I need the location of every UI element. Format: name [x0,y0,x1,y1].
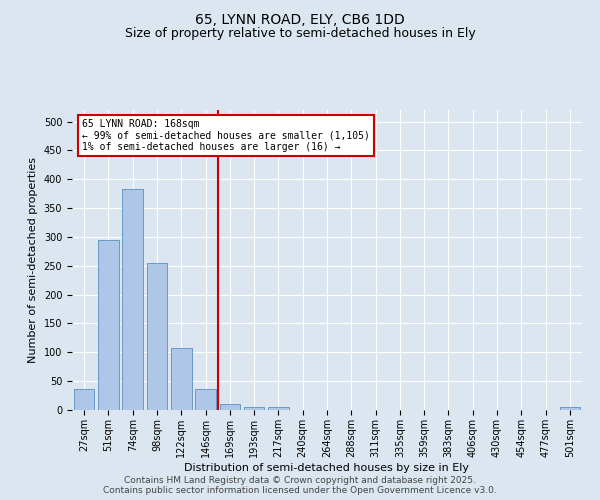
Y-axis label: Number of semi-detached properties: Number of semi-detached properties [28,157,38,363]
X-axis label: Distribution of semi-detached houses by size in Ely: Distribution of semi-detached houses by … [185,462,470,472]
Bar [220,404,240,410]
Text: 65 LYNN ROAD: 168sqm
← 99% of semi-detached houses are smaller (1,105)
1% of sem: 65 LYNN ROAD: 168sqm ← 99% of semi-detac… [82,119,370,152]
Bar [98,240,119,410]
Bar [146,263,167,410]
Bar [171,348,191,410]
Bar [195,388,216,410]
Bar [268,407,289,410]
Bar [74,388,94,410]
Text: Contains HM Land Registry data © Crown copyright and database right 2025.
Contai: Contains HM Land Registry data © Crown c… [103,476,497,495]
Text: Size of property relative to semi-detached houses in Ely: Size of property relative to semi-detach… [125,28,475,40]
Bar [122,189,143,410]
Text: 65, LYNN ROAD, ELY, CB6 1DD: 65, LYNN ROAD, ELY, CB6 1DD [195,12,405,26]
Bar [560,407,580,410]
Bar [244,407,265,410]
